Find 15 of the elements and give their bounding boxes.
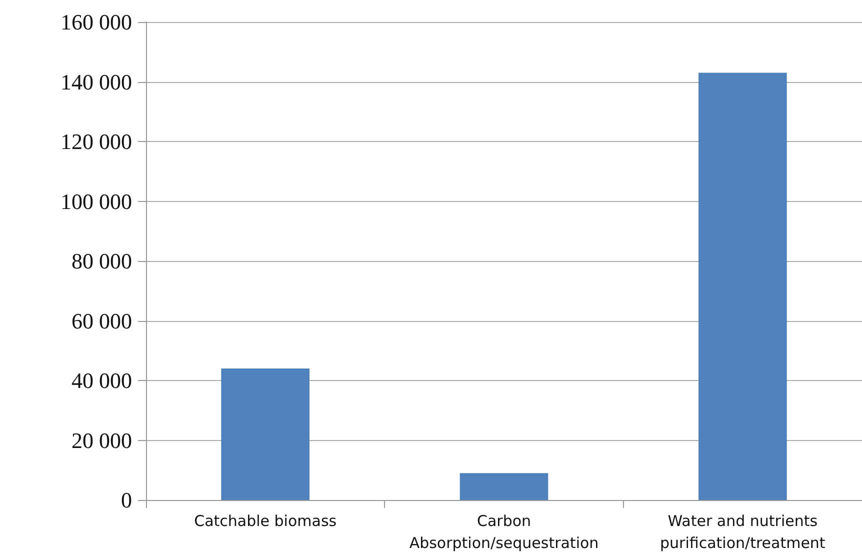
- y-tick-label: 60 000: [72, 308, 132, 334]
- y-tick-label: 40 000: [72, 368, 132, 393]
- x-tick-label: Carbon Absorption/sequestration: [409, 512, 599, 552]
- x-tick-label: Catchable biomass: [194, 512, 337, 530]
- x-tick-label: Water and nutrients purification/treatment: [660, 512, 826, 552]
- y-tick-label: 100 000: [60, 188, 132, 214]
- y-tick-label: 140 000: [60, 69, 132, 94]
- bar: [221, 368, 310, 500]
- y-tick-label: 80 000: [72, 248, 132, 274]
- bar: [460, 473, 548, 500]
- y-tick-label: 120 000: [60, 129, 132, 154]
- y-tick-label: 20 000: [72, 428, 132, 453]
- bar: [698, 72, 787, 500]
- y-tick-label: 0: [121, 488, 132, 512]
- y-tick-label: 160 000: [60, 10, 132, 34]
